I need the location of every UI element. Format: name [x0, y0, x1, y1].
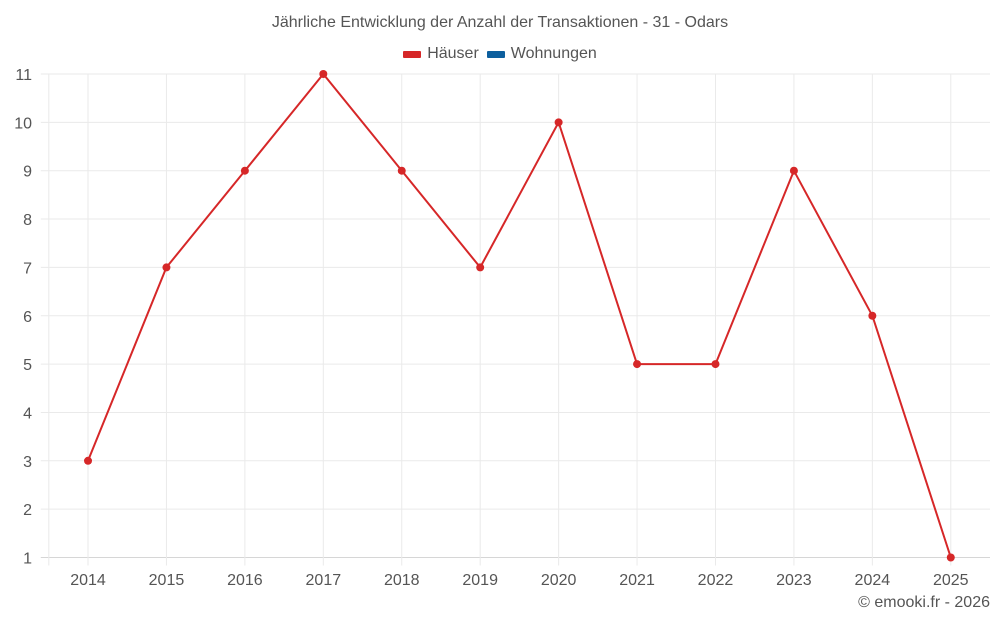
legend-item-wohnungen[interactable]: Wohnungen	[486, 45, 597, 63]
data-point	[84, 456, 93, 465]
x-tick-label: 2016	[227, 572, 263, 589]
legend-label-wohnungen: Wohnungen	[510, 45, 597, 62]
x-tick-label: 2025	[933, 572, 969, 589]
x-tick-label: 2019	[462, 572, 498, 589]
y-tick-label: 9	[23, 164, 32, 181]
data-point	[240, 166, 249, 175]
x-tick-label: 2017	[306, 572, 342, 589]
data-point	[868, 311, 877, 320]
series-line	[87, 73, 952, 558]
y-tick-label: 7	[23, 260, 32, 277]
legend-swatch-haeuser	[403, 50, 422, 58]
x-tick-label: 2021	[619, 572, 655, 589]
x-tick-label: 2014	[70, 572, 106, 589]
x-tick-label: 2023	[776, 572, 812, 589]
y-tick-label: 5	[23, 357, 32, 374]
data-point	[789, 166, 798, 175]
y-tick-label: 2	[23, 502, 32, 519]
y-tick-label: 3	[23, 454, 32, 471]
data-point	[633, 360, 642, 369]
x-tick-label: 2022	[698, 572, 734, 589]
data-point	[397, 166, 406, 175]
legend-item-haeuser[interactable]: Häuser	[403, 45, 479, 63]
y-tick-label: 8	[23, 212, 32, 229]
y-tick-label: 10	[14, 115, 32, 132]
chart-title: Jährliche Entwicklung der Anzahl der Tra…	[271, 14, 729, 31]
x-tick-label: 2024	[855, 572, 891, 589]
data-point	[162, 263, 171, 272]
data-point	[554, 118, 563, 127]
data-point	[476, 263, 485, 272]
x-tick-label: 2018	[384, 572, 420, 589]
x-tick-label: 2020	[541, 572, 577, 589]
y-tick-label: 6	[23, 309, 32, 326]
legend: Häuser Wohnungen	[0, 45, 1000, 63]
legend-label-haeuser: Häuser	[427, 45, 479, 62]
copyright-footer: © emooki.fr - 2026	[858, 594, 990, 611]
y-tick-label: 1	[23, 551, 32, 568]
x-tick-label: 2015	[149, 572, 185, 589]
data-point	[319, 70, 328, 78]
legend-swatch-wohnungen	[486, 50, 505, 58]
data-point	[946, 553, 955, 562]
y-tick-label: 11	[15, 67, 32, 84]
y-tick-label: 4	[23, 405, 32, 422]
data-point	[711, 360, 720, 369]
